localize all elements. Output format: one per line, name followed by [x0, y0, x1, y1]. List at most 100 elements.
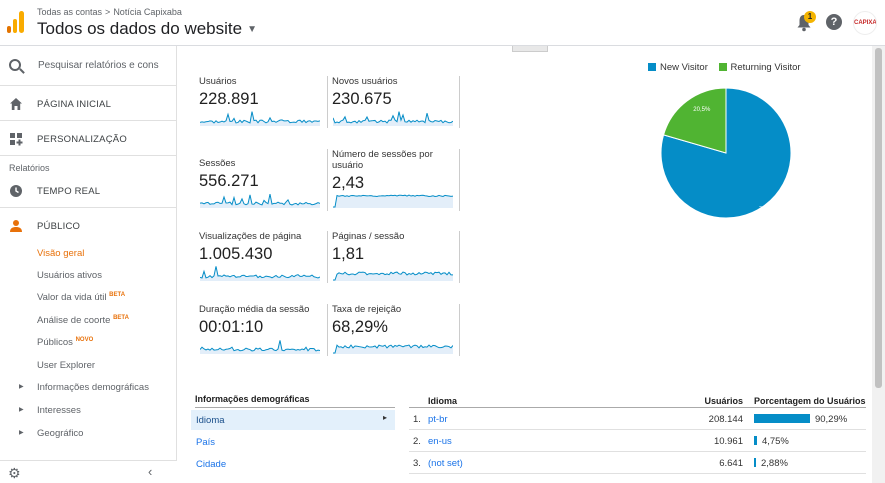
scrollbar[interactable]: [872, 46, 885, 483]
sidebar-subitem-interests[interactable]: Interesses: [37, 405, 81, 416]
column-header-users[interactable]: Usuários: [704, 396, 743, 406]
metric-value: 230.675: [332, 90, 392, 108]
scrollbar-thumb[interactable]: [875, 48, 882, 388]
sidebar-subitem-overview[interactable]: Visão geral: [37, 248, 85, 259]
legend-item[interactable]: Returning Visitor: [718, 62, 801, 73]
pie-slice-label: 20,5%: [693, 107, 711, 113]
sidebar-item-label: PÚBLICO: [37, 221, 81, 232]
sparkline-area: [200, 111, 320, 126]
divider: [327, 149, 328, 211]
home-icon: [10, 98, 22, 110]
sparkline-line: [333, 271, 453, 281]
language-link[interactable]: en-us: [428, 436, 452, 447]
search-input[interactable]: Pesquisar relatórios e cons: [38, 60, 159, 71]
beta-badge: BETA: [113, 315, 129, 321]
legend-item[interactable]: New Visitor: [648, 62, 708, 73]
divider: [327, 231, 328, 283]
sparkline-area: [333, 272, 453, 281]
metric-value: 1.005.430: [199, 245, 273, 263]
metric-sessions[interactable]: Sessões 556.271: [199, 158, 324, 191]
sparkline-avg-session-duration: [200, 340, 320, 354]
sparkline-line: [200, 193, 320, 206]
percentage-value: 2,88%: [761, 458, 788, 469]
breadcrumb-account[interactable]: Todas as contas: [37, 7, 103, 17]
metric-label: Taxa de rejeição: [332, 304, 402, 315]
sidebar-item-audience[interactable]: PÚBLICO: [0, 209, 177, 243]
column-header-language[interactable]: Idioma: [428, 396, 458, 406]
help-icon[interactable]: ?: [826, 14, 842, 30]
language-link[interactable]: pt-br: [428, 414, 448, 425]
dashboard-grid-icon: [10, 133, 23, 146]
sidebar-search[interactable]: Pesquisar relatórios e cons: [0, 46, 177, 86]
sidebar-item-home[interactable]: PÁGINA INICIAL: [0, 87, 177, 121]
column-header-percentage[interactable]: Porcentagem do Usuários: [754, 396, 866, 406]
table-row: 3. (not set) 6.641 2,88%: [409, 452, 866, 474]
breadcrumb-property[interactable]: Notícia Capixaba: [113, 7, 182, 17]
metric-avg-session-duration[interactable]: Duração média da sessão 00:01:10: [199, 304, 324, 337]
avatar[interactable]: CAPIXABA: [853, 11, 877, 35]
sidebar-subitem-active-users[interactable]: Usuários ativos: [37, 270, 102, 281]
metric-label: Sessões: [199, 158, 236, 169]
pie-slice-returning-visitor[interactable]: [662, 87, 727, 154]
percentage-value: 90,29%: [814, 414, 848, 425]
metric-label: Número de sessões por usuário: [332, 149, 433, 171]
sidebar-subitem-cohort-analysis[interactable]: Análise de coorte BETA: [37, 315, 129, 327]
breadcrumb[interactable]: Todas as contas > Notícia Capixaba: [37, 7, 182, 17]
metric-label: Usuários: [199, 76, 237, 87]
sidebar-subitem-user-explorer[interactable]: User Explorer: [37, 360, 96, 371]
sidebar-item-label: TEMPO REAL: [37, 186, 101, 197]
sidebar-item-customization[interactable]: PERSONALIZAÇÃO: [0, 122, 177, 156]
notification-badge: 1: [804, 11, 816, 23]
sparkline-pages-per-session: [333, 271, 453, 281]
users-value: 208.144: [708, 414, 743, 425]
metric-value: 00:01:10: [199, 318, 264, 336]
table-header: Idioma Usuários Porcentagem do Usuários: [409, 394, 866, 408]
demographics-item-language[interactable]: Idioma ▸: [191, 410, 395, 430]
sidebar-subitem-geo[interactable]: Geográfico: [37, 428, 84, 439]
row-index: 1.: [413, 414, 421, 425]
sparkline-line: [333, 111, 453, 124]
sidebar-subitem-audiences[interactable]: Públicos NOVO: [37, 337, 94, 349]
sidebar: Pesquisar relatórios e cons PÁGINA INICI…: [0, 46, 177, 483]
metric-users[interactable]: Usuários 228.891: [199, 76, 324, 109]
sidebar-item-realtime[interactable]: TEMPO REAL: [0, 174, 177, 208]
metric-bounce-rate[interactable]: Taxa de rejeição 68,29%: [332, 304, 457, 337]
metric-value: 68,29%: [332, 318, 388, 336]
metric-pageviews[interactable]: Visualizações de página 1.005.430: [199, 231, 324, 264]
metric-sessions-per-user[interactable]: Número de sessões por usuário 2,43: [332, 149, 457, 193]
sparkline-users: [200, 111, 320, 126]
visitor-pie-chart: 79,5% 20,5%: [660, 87, 792, 219]
table-row: 2. en-us 10.961 4,75%: [409, 430, 866, 452]
divider: [459, 304, 460, 356]
language-link[interactable]: (not set): [428, 458, 463, 469]
legend-swatch: [718, 63, 727, 71]
demographics-item-country[interactable]: País: [196, 437, 216, 448]
sparkline-area: [200, 340, 320, 354]
sparkline-line: [200, 340, 320, 352]
expand-triangle-icon[interactable]: ▶: [19, 407, 24, 413]
reports-section-label: Relatórios: [9, 163, 50, 173]
view-selector[interactable]: Todos os dados do website ▼: [37, 19, 257, 39]
legend-swatch: [648, 63, 656, 71]
metric-pages-per-session[interactable]: Páginas / sessão 1,81: [332, 231, 457, 264]
language-table: Idioma Usuários Porcentagem do Usuários …: [409, 394, 866, 474]
sidebar-subitem-lifetime-value[interactable]: Valor da vida útil BETA: [37, 292, 126, 304]
collapse-sidebar-icon[interactable]: ‹: [148, 464, 153, 479]
caret-down-icon: ▼: [247, 24, 257, 36]
chart-legend: New Visitor Returning Visitor: [648, 62, 809, 73]
sparkline-area: [333, 345, 453, 354]
users-value: 6.641: [719, 458, 743, 469]
analytics-logo-icon[interactable]: [7, 11, 25, 33]
drag-handle[interactable]: [512, 46, 548, 52]
metric-new-users[interactable]: Novos usuários 230.675: [332, 76, 457, 109]
sparkline-line: [333, 194, 453, 208]
metric-label: Páginas / sessão: [332, 231, 405, 242]
gear-icon[interactable]: ⚙: [8, 465, 21, 481]
sidebar-subitem-demographics[interactable]: Informações demográficas: [37, 382, 149, 393]
expand-triangle-icon[interactable]: ▶: [19, 430, 24, 436]
main-content: Usuários 228.891 Novos usuários 230.675 …: [178, 46, 870, 483]
expand-triangle-icon[interactable]: ▶: [19, 384, 24, 390]
view-title: Todos os dados do website: [37, 19, 243, 38]
demographics-item-city[interactable]: Cidade: [196, 459, 227, 470]
sparkline-area: [333, 195, 453, 208]
